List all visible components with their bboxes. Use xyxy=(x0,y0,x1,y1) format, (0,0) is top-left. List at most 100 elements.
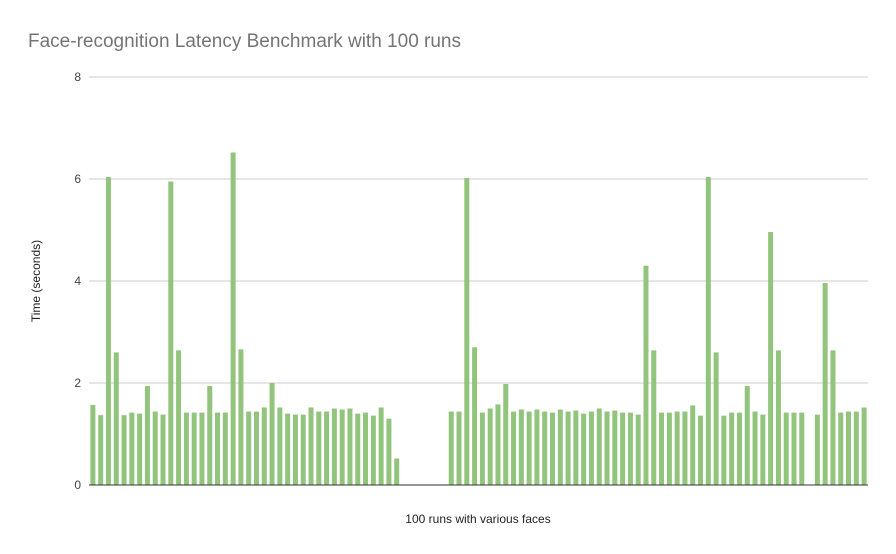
bar xyxy=(705,176,711,485)
bar xyxy=(448,411,454,485)
bar xyxy=(550,412,555,485)
bar xyxy=(168,181,174,486)
bar xyxy=(137,413,143,485)
bar xyxy=(324,411,330,485)
bar xyxy=(277,407,283,485)
bar xyxy=(472,347,478,485)
bar xyxy=(207,386,213,485)
bar xyxy=(752,411,758,485)
bar xyxy=(129,412,135,485)
bar xyxy=(783,412,789,485)
y-axis-ticks: 0 2 4 6 8 xyxy=(74,70,81,492)
bar xyxy=(674,411,680,485)
bar xyxy=(300,414,306,485)
bar xyxy=(690,405,696,485)
bar xyxy=(456,411,462,485)
y-tick-label: 8 xyxy=(74,70,81,84)
bars xyxy=(90,152,867,486)
bar xyxy=(246,411,252,485)
y-tick-label: 4 xyxy=(74,274,81,288)
bar xyxy=(495,404,501,485)
bar xyxy=(98,415,104,485)
bar xyxy=(791,412,797,485)
bar xyxy=(573,410,579,485)
bar xyxy=(620,412,626,485)
bar xyxy=(760,414,766,485)
bar xyxy=(355,413,361,485)
bar xyxy=(253,411,259,485)
bar xyxy=(160,414,166,485)
bar xyxy=(635,414,641,485)
bar xyxy=(511,411,517,485)
bar xyxy=(215,412,221,485)
bar xyxy=(814,414,820,485)
bar xyxy=(370,415,376,485)
bar xyxy=(144,386,150,485)
bar xyxy=(308,407,314,485)
bar xyxy=(285,413,291,485)
bar xyxy=(464,177,470,486)
bar xyxy=(386,418,392,485)
y-tick-label: 2 xyxy=(74,376,81,390)
bar xyxy=(292,414,298,485)
bar xyxy=(261,407,267,485)
bar xyxy=(861,407,867,485)
bar xyxy=(191,412,197,485)
x-axis-title: 100 runs with various faces xyxy=(405,512,550,526)
bar xyxy=(838,412,844,485)
bar xyxy=(121,415,127,485)
bar xyxy=(479,412,485,485)
bar xyxy=(518,409,524,485)
bar xyxy=(799,412,805,485)
bar xyxy=(503,384,509,485)
gridlines xyxy=(89,76,868,384)
bar xyxy=(729,412,735,485)
bar xyxy=(588,411,594,485)
bar xyxy=(90,404,96,485)
bar xyxy=(113,352,119,485)
bar xyxy=(596,408,602,485)
bar xyxy=(651,350,657,485)
bar xyxy=(347,408,353,485)
bar xyxy=(378,407,384,485)
bar xyxy=(666,412,672,485)
bar xyxy=(643,265,649,485)
bar xyxy=(604,411,610,485)
bar xyxy=(176,350,182,485)
bar xyxy=(534,409,540,485)
bar xyxy=(183,412,189,485)
bar xyxy=(698,415,704,485)
bar xyxy=(659,412,665,485)
bar xyxy=(846,411,852,485)
bar xyxy=(557,409,563,485)
bar xyxy=(105,176,111,485)
y-tick-label: 6 xyxy=(74,172,81,186)
bar xyxy=(822,283,828,485)
bar xyxy=(542,411,548,485)
bar xyxy=(394,458,400,485)
bar xyxy=(238,349,244,485)
bar xyxy=(775,350,781,485)
bar xyxy=(363,412,369,485)
y-tick-label: 0 xyxy=(74,478,81,492)
bar xyxy=(853,411,859,485)
bar xyxy=(222,412,228,485)
bar xyxy=(487,408,493,485)
bar xyxy=(627,412,633,485)
bar xyxy=(682,411,688,485)
bar xyxy=(581,413,587,485)
y-axis-title: Time (seconds) xyxy=(29,240,43,322)
bar xyxy=(565,411,571,485)
bar xyxy=(612,410,618,485)
bar xyxy=(830,350,836,485)
bar xyxy=(736,412,742,485)
bar xyxy=(331,408,337,485)
bar xyxy=(152,411,158,485)
bar xyxy=(269,383,275,485)
bar xyxy=(316,411,322,485)
bar xyxy=(768,232,774,485)
bar xyxy=(339,409,345,485)
bar xyxy=(199,412,205,485)
